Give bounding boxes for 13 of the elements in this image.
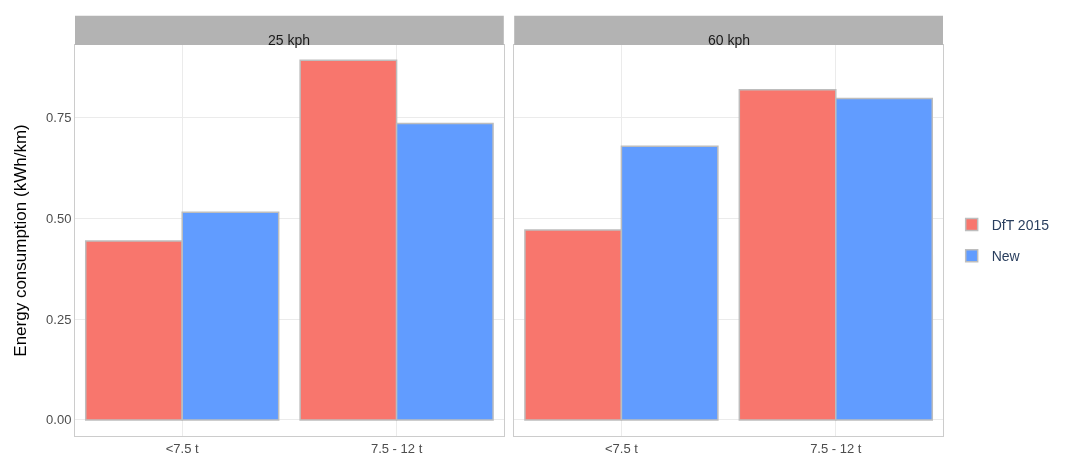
y-axis-title: Energy consumption (kWh/km) (10, 124, 30, 357)
y-tick-label: 0.50 (46, 210, 72, 226)
x-tick-label: <7.5 t (604, 440, 639, 456)
chart-title: 25 kph (268, 32, 311, 48)
x-tick-label: <7.5 t (165, 440, 200, 456)
chart-title: 60 kph (708, 32, 751, 48)
legend-label: New (991, 248, 1021, 265)
y-tick-label: 0.75 (46, 110, 72, 126)
y-tick-label: 0.25 (46, 311, 72, 327)
x-tick-label: 7.5 - 12 t (810, 440, 862, 456)
y-tick-label: 0.00 (46, 412, 72, 428)
legend-label: DfT 2015 (991, 217, 1050, 234)
x-tick-label: 7.5 - 12 t (370, 440, 423, 456)
